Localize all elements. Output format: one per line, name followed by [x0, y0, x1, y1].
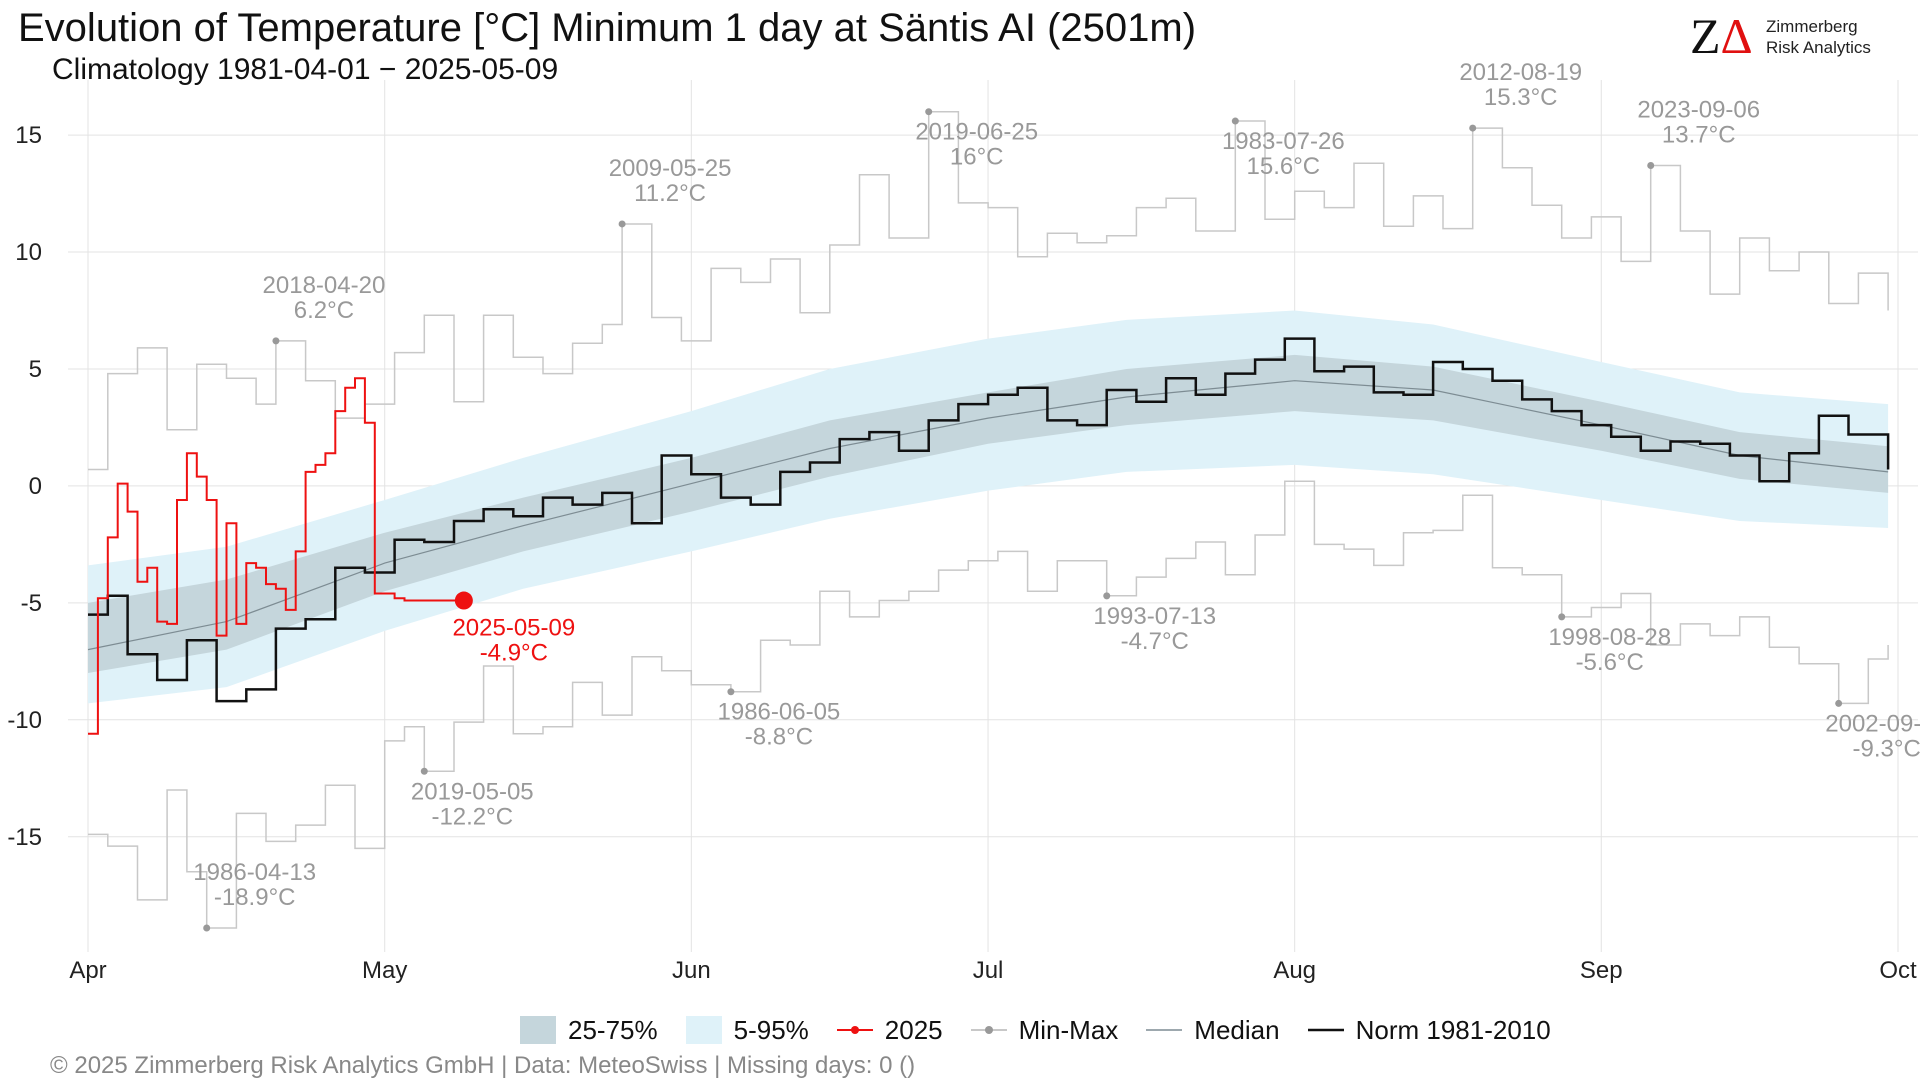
chart-legend: 25-75% 5-95% 2025 Min-Max Median Norm 19…	[520, 1012, 1579, 1048]
temperature-chart: 2025-05-09-4.9°C 2018-04-206.2°C 2009-05-2…	[7, 59, 1920, 984]
extreme-date-label: 1986-04-13	[193, 859, 316, 886]
extreme-point	[727, 688, 735, 696]
extreme-date-label: 1993-07-13	[1093, 603, 1216, 630]
legend-label-norm: Norm 1981-2010	[1355, 1014, 1551, 1045]
footer-credit: © 2025 Zimmerberg Risk Analytics GmbH | …	[50, 1052, 916, 1079]
extreme-point	[420, 767, 428, 775]
y-tick-label: -10	[7, 707, 42, 734]
extreme-point	[1835, 699, 1843, 707]
legend-label-minmax: Min-Max	[1018, 1014, 1119, 1045]
extreme-value-label: 11.2°C	[634, 180, 706, 207]
logo-letter-delta: Δ	[1720, 8, 1753, 64]
extreme-value-label: -12.2°C	[431, 803, 513, 830]
chart-title: Evolution of Temperature [°C] Minimum 1 …	[18, 6, 1197, 50]
series-2025-line	[88, 377, 464, 735]
logo-mark: ZΔ	[1690, 8, 1753, 64]
legend-label-iqr: 25-75%	[568, 1014, 658, 1045]
chart-subtitle: Climatology 1981-04-01 − 2025-05-09	[52, 53, 559, 86]
logo-letter-z: Z	[1690, 8, 1721, 64]
extreme-point	[1469, 124, 1477, 132]
legend-item-median: Median	[1146, 1014, 1280, 1046]
extreme-date-label: 2018-04-20	[263, 272, 386, 299]
y-tick-label: 15	[15, 122, 42, 149]
extreme-point	[925, 108, 933, 116]
legend-item-norm: Norm 1981-2010	[1307, 1014, 1551, 1046]
extreme-point	[1103, 592, 1111, 600]
axis-ticks: 15 10 5 0 -5 -10 -15 Apr May Jun Jul Aug Sep Oct	[7, 122, 1917, 984]
series-lines	[87, 110, 1890, 929]
extreme-point	[618, 220, 626, 228]
legend-item-current: 2025	[836, 1014, 943, 1046]
x-tick-label: Jul	[973, 957, 1004, 984]
legend-symbol-median	[1146, 1029, 1183, 1031]
legend-swatch-iqr	[520, 1016, 556, 1044]
legend-label-current: 2025	[884, 1014, 943, 1045]
extreme-value-label: 15.3°C	[1484, 84, 1558, 111]
legend-item-p5-95: 5-95%	[685, 1014, 809, 1046]
extreme-date-label: 2019-06-25	[915, 119, 1038, 146]
x-tick-label: Sep	[1580, 957, 1623, 984]
x-tick-label: Aug	[1273, 957, 1316, 984]
current-value-label: -4.9°C	[480, 640, 548, 667]
current-point	[454, 591, 473, 610]
legend-item-minmax: Min-Max	[970, 1014, 1119, 1046]
legend-symbol-norm	[1307, 1028, 1344, 1032]
legend-label-p5-95: 5-95%	[733, 1014, 809, 1045]
extreme-date-label: 2019-05-05	[411, 778, 534, 805]
y-tick-label: -5	[21, 590, 42, 617]
extreme-date-label: 2009-05-25	[609, 155, 732, 182]
logo-line-2: Risk Analytics	[1766, 38, 1871, 57]
series-min-line	[88, 480, 1889, 929]
extreme-date-label: 1986-06-05	[718, 699, 841, 726]
legend-swatch-p5-95	[685, 1016, 722, 1044]
extreme-date-label: 2012-08-19	[1459, 59, 1582, 86]
legend-symbol-minmax	[970, 1026, 1007, 1034]
logo-line-1: Zimmerberg	[1766, 17, 1858, 36]
extreme-point	[272, 337, 280, 345]
logo-name: Zimmerberg Risk Analytics	[1766, 16, 1871, 58]
extreme-value-label: 6.2°C	[294, 297, 354, 324]
x-tick-label: Jun	[672, 957, 711, 984]
legend-item-iqr: 25-75%	[520, 1015, 658, 1046]
extreme-date-label: 1983-07-26	[1222, 128, 1345, 155]
extreme-value-label: -8.8°C	[745, 724, 813, 751]
legend-label-median: Median	[1194, 1014, 1280, 1045]
company-logo: ZΔ Zimmerberg Risk Analytics	[1690, 8, 1900, 68]
x-tick-label: May	[362, 957, 407, 984]
extreme-point	[203, 924, 211, 932]
current-date-label: 2025-05-09	[452, 615, 575, 642]
x-tick-label: Apr	[69, 957, 106, 984]
extreme-value-label: -18.9°C	[214, 884, 296, 911]
y-tick-label: 10	[15, 239, 42, 266]
extreme-annotations: 2025-05-09-4.9°C 2018-04-206.2°C 2009-05-2…	[193, 59, 1920, 911]
extreme-value-label: -4.7°C	[1121, 628, 1189, 655]
extreme-date-label: 2002-09-25	[1825, 710, 1920, 737]
y-tick-label: 0	[29, 473, 42, 500]
extreme-point	[1647, 161, 1655, 169]
extreme-value-label: 16°C	[950, 144, 1004, 171]
legend-symbol-current	[836, 1026, 873, 1034]
extreme-value-label: 15.6°C	[1247, 153, 1321, 180]
y-tick-label: -15	[7, 824, 42, 851]
extreme-points	[203, 108, 1843, 932]
extreme-point	[1231, 117, 1239, 125]
extreme-point	[1558, 613, 1566, 621]
y-tick-label: 5	[29, 356, 42, 383]
series-max-line	[88, 110, 1889, 471]
extreme-value-label: -5.6°C	[1576, 649, 1644, 676]
extreme-date-label: 2023-09-06	[1637, 96, 1760, 123]
extreme-date-label: 1998-08-28	[1548, 624, 1671, 651]
x-tick-label: Oct	[1879, 957, 1917, 984]
extreme-value-label: 13.7°C	[1662, 121, 1736, 148]
extreme-value-label: -9.3°C	[1853, 735, 1920, 762]
